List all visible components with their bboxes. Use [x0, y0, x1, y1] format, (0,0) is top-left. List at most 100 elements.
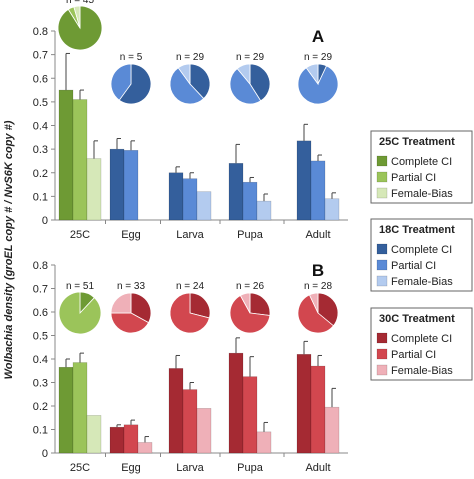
bar	[196, 408, 212, 454]
pie-slice	[189, 63, 211, 100]
bar	[296, 354, 312, 454]
pie-n-label: n = 28	[304, 281, 333, 292]
bar	[228, 352, 244, 454]
legend-box	[370, 130, 473, 204]
y-tick-label: 0.6	[33, 307, 48, 319]
y-tick-label: 0	[42, 215, 48, 227]
y-tick-label: 0.8	[33, 26, 48, 38]
pie-chart	[297, 63, 339, 105]
bar	[296, 140, 312, 221]
bar	[242, 181, 258, 221]
pie-chart	[169, 292, 211, 334]
pie-chart	[58, 291, 102, 335]
y-tick-label: 0.1	[33, 425, 48, 437]
y-tick-label: 0.2	[33, 168, 48, 180]
pie-slice	[189, 292, 211, 319]
pie-chart	[57, 5, 103, 51]
y-tick-label: 0.5	[33, 331, 48, 343]
pie-n-label: n = 45	[66, 0, 95, 6]
x-tick-label: Pupa	[237, 462, 264, 474]
x-tick-label: Larva	[176, 462, 204, 474]
y-tick-label: 0.3	[33, 144, 48, 156]
y-axis-label: Wolbachia density (groEL copy # / NvS6K …	[3, 120, 15, 379]
x-tick-label: 25C	[70, 229, 90, 241]
panel-letter: B	[312, 261, 324, 280]
x-tick-label: Pupa	[237, 229, 264, 241]
pie-slice	[177, 63, 191, 86]
bar	[168, 368, 184, 454]
bar	[310, 160, 326, 221]
legend-swatch	[376, 243, 388, 255]
bar	[109, 148, 125, 221]
y-tick-label: 0	[42, 448, 48, 460]
pie-slice	[236, 63, 251, 86]
x-tick-label: Adult	[305, 462, 330, 474]
pie-n-label: n = 33	[117, 281, 146, 292]
pie-chart	[110, 292, 152, 334]
bar	[182, 178, 198, 221]
legend: 25C Treatment Complete CI Partial CI Female…	[370, 130, 473, 381]
bar	[256, 431, 272, 454]
legend-swatch	[376, 275, 388, 287]
bar	[72, 362, 88, 454]
pie-chart	[229, 292, 271, 334]
bar	[196, 191, 212, 221]
legend-swatch	[376, 348, 388, 360]
pie-slice	[297, 65, 339, 105]
legend-swatch	[376, 155, 388, 167]
bar	[324, 198, 340, 221]
bar	[228, 163, 244, 221]
pie-n-label: n = 24	[176, 281, 205, 292]
pie-slice	[297, 294, 334, 334]
pie-chart	[110, 63, 152, 105]
pie-slice	[308, 292, 319, 314]
x-tick-label: Egg	[121, 229, 141, 241]
pie-chart	[297, 292, 339, 334]
legend-label: Partial CI	[391, 172, 436, 184]
legend-title: 25C Treatment	[379, 136, 455, 148]
pie-slice	[110, 312, 150, 334]
x-tick-label: Larva	[176, 229, 204, 241]
bar	[123, 424, 139, 454]
bar	[324, 406, 340, 454]
pie-slice	[249, 292, 271, 316]
pie-slice	[169, 292, 210, 334]
pie-slice	[305, 63, 319, 86]
y-tick-label: 0.3	[33, 378, 48, 390]
x-tick-label: 25C	[70, 462, 90, 474]
legend-label: Female-Bias	[391, 188, 453, 200]
pie-n-label: n = 29	[176, 52, 205, 63]
pie-n-label: n = 29	[304, 52, 333, 63]
bar	[86, 415, 102, 454]
bar	[168, 172, 184, 221]
panel-b: 0 0.1 0.2 0.3 0.4 0.5 0.6 0.7 0.8 25C Egg Larva Pupa…	[33, 260, 348, 474]
bar	[242, 376, 258, 454]
y-tick-label: 0.4	[33, 121, 48, 133]
legend-swatch	[376, 364, 388, 376]
bar	[182, 389, 198, 454]
pie-chart	[229, 63, 271, 105]
bar	[58, 89, 74, 221]
legend-label: Complete CI	[391, 156, 452, 168]
y-tick-label: 0.7	[33, 50, 48, 62]
bar	[123, 150, 139, 221]
y-tick-label: 0.2	[33, 401, 48, 413]
legend-label: Partial CI	[391, 260, 436, 272]
pie-slice	[169, 67, 205, 105]
pie-slice	[229, 294, 271, 334]
legend-label: Complete CI	[391, 333, 452, 345]
pie-slice	[118, 63, 152, 105]
bar	[58, 366, 74, 454]
pie-n-label: n = 51	[66, 281, 95, 292]
legend-label: Partial CI	[391, 349, 436, 361]
bar	[86, 158, 102, 221]
legend-swatch	[376, 187, 388, 199]
panel-a: 0 0.1 0.2 0.3 0.4 0.5 0.6 0.7 0.8 25C Egg Larva Pupa…	[33, 0, 348, 241]
legend-box	[370, 218, 473, 292]
pie-slice	[110, 63, 132, 101]
y-tick-label: 0.7	[33, 284, 48, 296]
legend-title: 30C Treatment	[379, 313, 455, 325]
pie-slice	[239, 292, 251, 314]
legend-group: 30C Treatment Complete CI Partial CI Female…	[370, 307, 473, 381]
